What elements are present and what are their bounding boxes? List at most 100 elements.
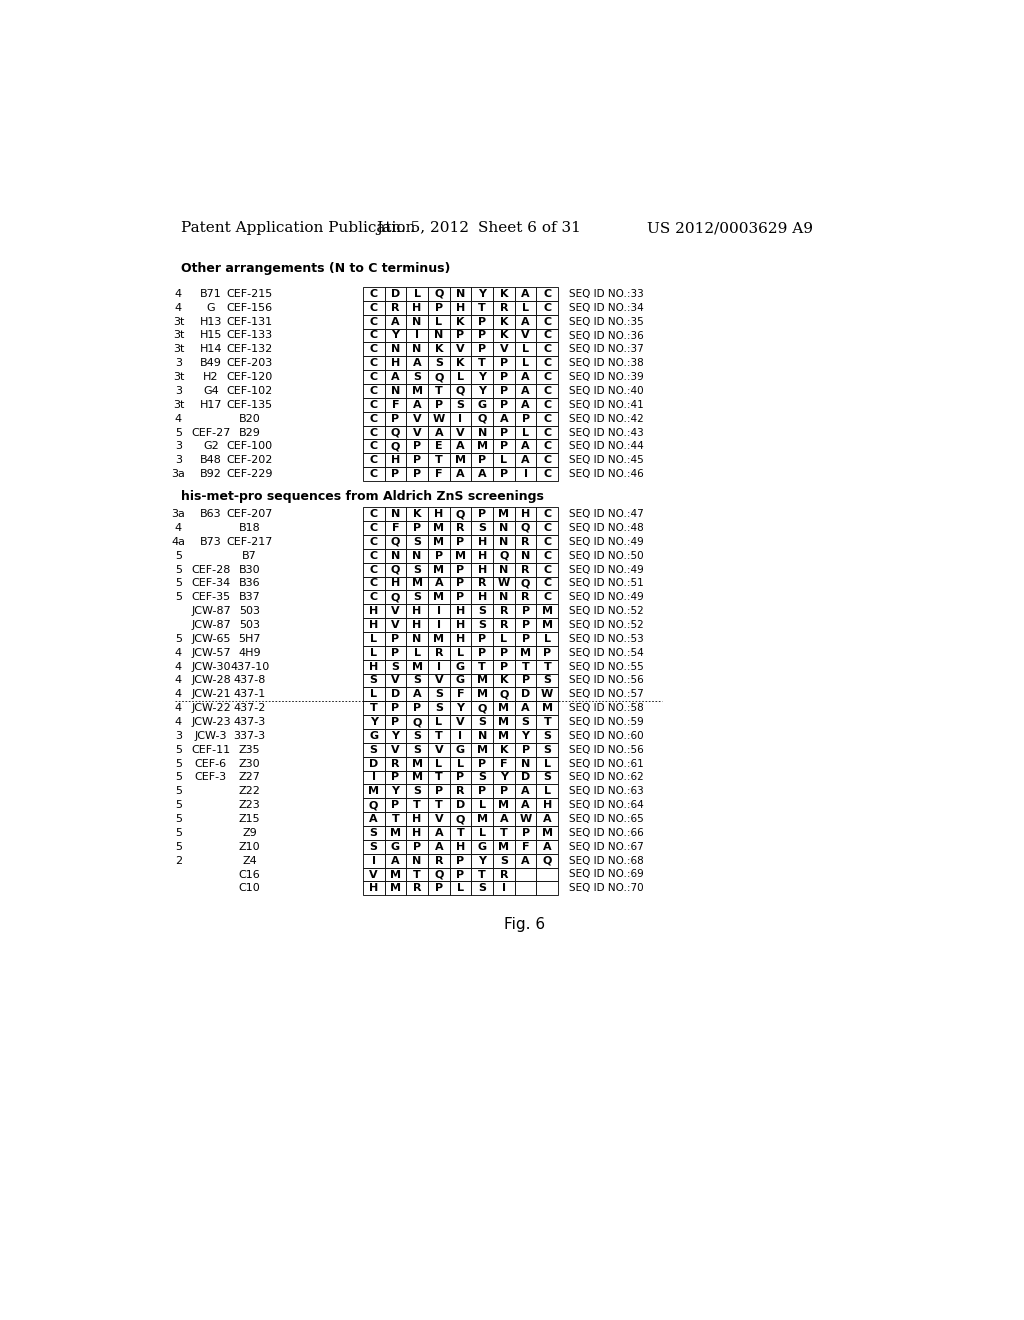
Bar <box>385 577 407 590</box>
Text: C: C <box>370 372 378 381</box>
Bar <box>407 867 428 882</box>
Text: S: S <box>413 787 421 796</box>
Bar <box>515 397 537 412</box>
Text: C: C <box>543 413 551 424</box>
Text: K: K <box>434 345 443 354</box>
Text: C: C <box>370 593 378 602</box>
Text: P: P <box>500 358 508 368</box>
Bar <box>537 632 558 645</box>
Bar <box>537 370 558 384</box>
Bar <box>385 370 407 384</box>
Text: S: S <box>544 676 551 685</box>
Bar <box>407 826 428 840</box>
Bar <box>407 688 428 701</box>
Bar <box>537 882 558 895</box>
Bar <box>515 729 537 743</box>
Text: S: S <box>457 400 465 409</box>
Text: D: D <box>521 772 530 783</box>
Text: A: A <box>478 469 486 479</box>
Text: Q: Q <box>391 441 400 451</box>
Bar <box>407 784 428 799</box>
Text: M: M <box>499 842 509 851</box>
Text: JCW-30: JCW-30 <box>191 661 230 672</box>
Text: L: L <box>435 759 442 768</box>
Text: Q: Q <box>391 428 400 437</box>
Bar <box>385 812 407 826</box>
Bar <box>362 826 385 840</box>
Text: C: C <box>543 550 551 561</box>
Text: CEF-100: CEF-100 <box>226 441 272 451</box>
Text: CEF-120: CEF-120 <box>226 372 272 381</box>
Text: SEQ ID NO.:62: SEQ ID NO.:62 <box>569 772 644 783</box>
Text: 3a: 3a <box>171 510 185 519</box>
Bar <box>537 507 558 521</box>
Text: C: C <box>543 302 551 313</box>
Text: T: T <box>435 385 442 396</box>
Text: 4H9: 4H9 <box>239 648 261 657</box>
Bar <box>515 660 537 673</box>
Text: T: T <box>544 661 551 672</box>
Text: C: C <box>543 358 551 368</box>
Bar <box>537 645 558 660</box>
Bar <box>450 549 471 562</box>
Text: Q: Q <box>434 870 443 879</box>
Text: V: V <box>391 744 399 755</box>
Text: Q: Q <box>456 385 465 396</box>
Text: M: M <box>412 661 423 672</box>
Text: C: C <box>543 455 551 465</box>
Bar <box>450 384 471 397</box>
Text: G: G <box>456 676 465 685</box>
Text: P: P <box>478 330 486 341</box>
Text: SEQ ID NO.:55: SEQ ID NO.:55 <box>569 661 644 672</box>
Text: T: T <box>370 704 378 713</box>
Text: JCW-87: JCW-87 <box>191 606 230 616</box>
Bar <box>493 397 515 412</box>
Text: 5: 5 <box>175 744 182 755</box>
Text: 5: 5 <box>175 578 182 589</box>
Text: SEQ ID NO.:58: SEQ ID NO.:58 <box>569 704 644 713</box>
Bar <box>515 549 537 562</box>
Text: P: P <box>478 455 486 465</box>
Text: P: P <box>391 704 399 713</box>
Text: S: S <box>544 772 551 783</box>
Text: SEQ ID NO.:60: SEQ ID NO.:60 <box>569 731 644 741</box>
Text: Z27: Z27 <box>239 772 261 783</box>
Bar <box>537 535 558 549</box>
Bar <box>537 715 558 729</box>
Text: S: S <box>544 731 551 741</box>
Text: Q: Q <box>499 550 509 561</box>
Text: P: P <box>435 400 442 409</box>
Bar <box>537 549 558 562</box>
Bar <box>515 521 537 535</box>
Text: R: R <box>457 523 465 533</box>
Bar <box>362 605 385 618</box>
Bar <box>515 799 537 812</box>
Text: M: M <box>520 648 531 657</box>
Text: H: H <box>413 302 422 313</box>
Bar <box>471 867 493 882</box>
Bar <box>362 632 385 645</box>
Bar <box>515 507 537 521</box>
Bar <box>385 673 407 688</box>
Text: C: C <box>370 455 378 465</box>
Bar <box>407 812 428 826</box>
Text: I: I <box>437 620 440 630</box>
Text: Q: Q <box>499 689 509 700</box>
Text: 437-2: 437-2 <box>233 704 266 713</box>
Text: SEQ ID NO.:70: SEQ ID NO.:70 <box>569 883 644 894</box>
Bar <box>385 562 407 577</box>
Text: N: N <box>521 759 530 768</box>
Text: A: A <box>434 578 443 589</box>
Bar <box>515 301 537 314</box>
Text: P: P <box>500 400 508 409</box>
Text: V: V <box>500 345 508 354</box>
Bar <box>515 562 537 577</box>
Text: SEQ ID NO.:56: SEQ ID NO.:56 <box>569 676 644 685</box>
Text: L: L <box>414 289 421 298</box>
Text: P: P <box>391 772 399 783</box>
Text: Sheet 6 of 31: Sheet 6 of 31 <box>478 222 582 235</box>
Text: A: A <box>391 317 399 326</box>
Bar <box>493 854 515 867</box>
Text: P: P <box>521 620 529 630</box>
Text: B30: B30 <box>239 565 260 574</box>
